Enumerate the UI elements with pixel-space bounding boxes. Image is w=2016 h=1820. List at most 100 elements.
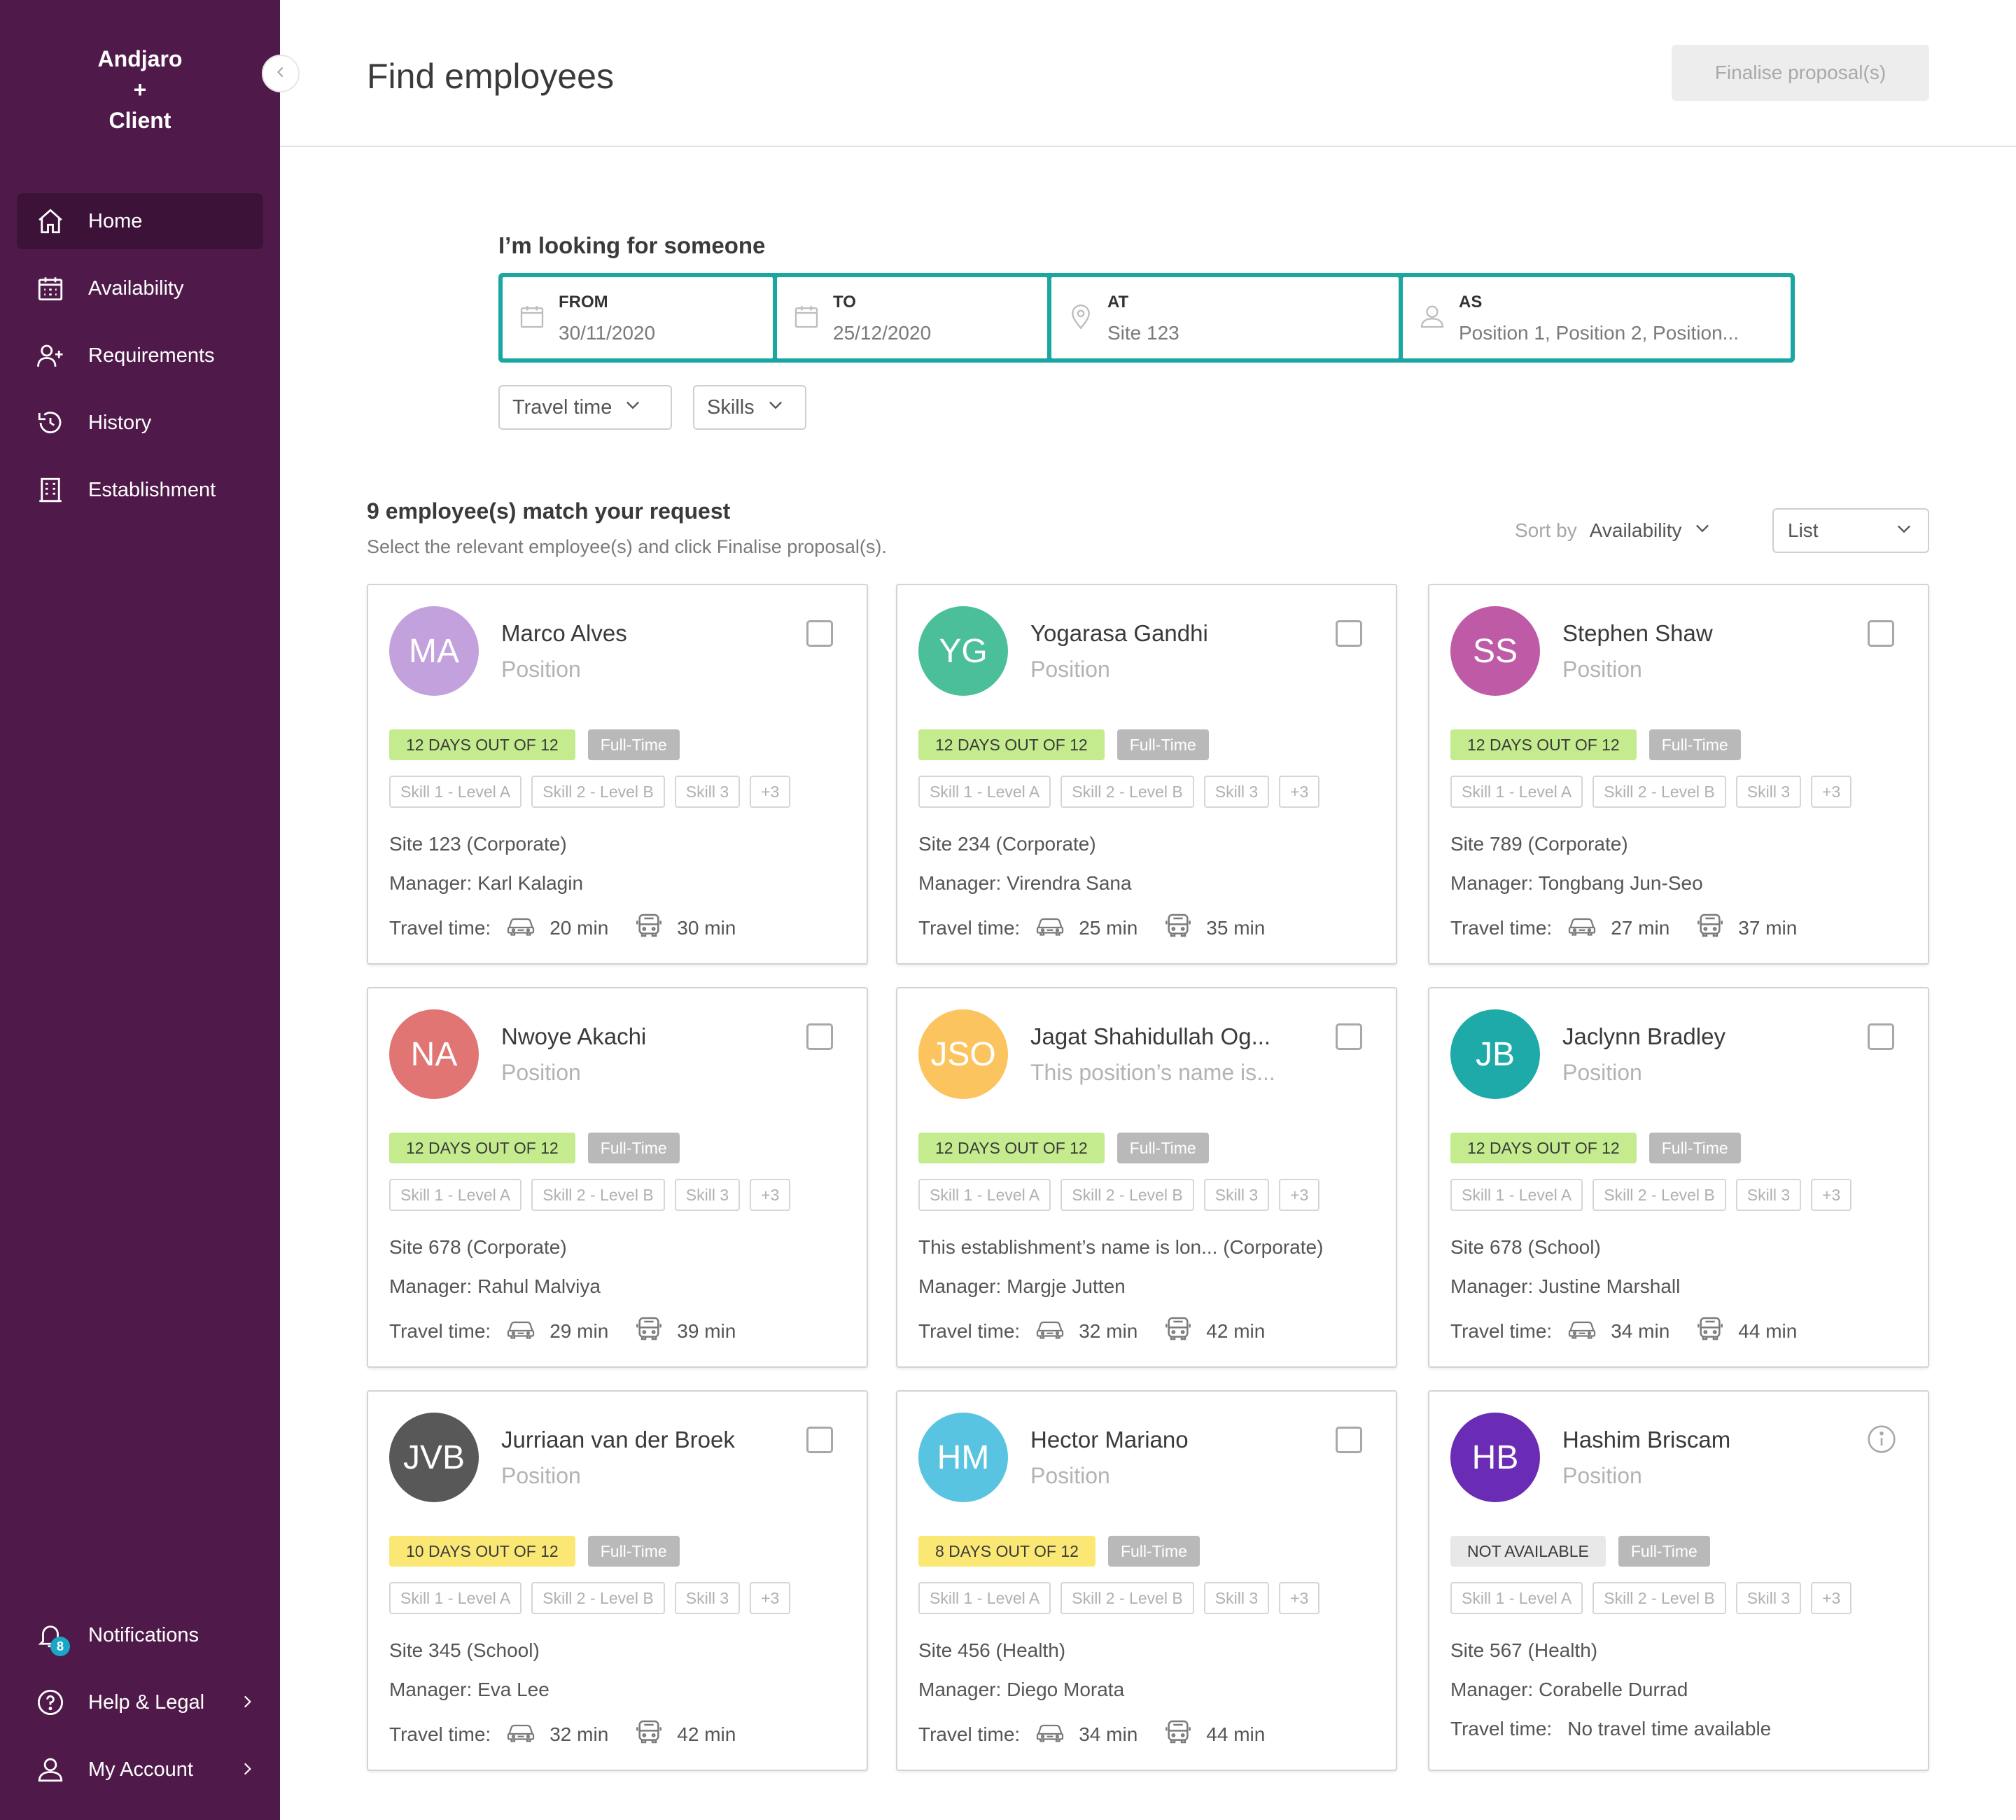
user-icon xyxy=(1418,302,1446,334)
car-travel-time: 32 min xyxy=(1079,1320,1138,1342)
availability-badge: 12 DAYS OUT OF 12 xyxy=(389,729,575,760)
skill-tag: +3 xyxy=(1279,776,1320,808)
employee-position: Position xyxy=(1562,657,1642,682)
car-icon xyxy=(1567,914,1597,941)
car-icon xyxy=(506,1317,536,1345)
sidebar-item-label: Home xyxy=(88,209,143,232)
chevron-down-icon xyxy=(1693,518,1712,542)
bus-icon xyxy=(635,1718,663,1751)
select-employee-checkbox[interactable] xyxy=(1336,1023,1362,1050)
sidebar-item-label: My Account xyxy=(88,1758,193,1781)
car-icon xyxy=(1035,914,1065,941)
employee-position: Position xyxy=(1562,1463,1642,1488)
avatar: NA xyxy=(389,1009,479,1099)
location-field[interactable]: AT Site 123 xyxy=(1051,277,1399,358)
from-label: FROM xyxy=(559,293,608,312)
status-tags: 12 DAYS OUT OF 12 Full-Time xyxy=(1450,1133,1741,1163)
employee-card[interactable]: NA Nwoye Akachi Position 12 DAYS OUT OF 12 F… xyxy=(367,987,868,1368)
skills-filter[interactable]: Skills xyxy=(693,385,806,430)
employee-position: Position xyxy=(1562,1060,1642,1085)
to-value: 25/12/2020 xyxy=(833,322,932,344)
view-mode-select[interactable]: List xyxy=(1772,508,1929,553)
sidebar-collapse-button[interactable] xyxy=(262,55,300,92)
select-employee-checkbox[interactable] xyxy=(1336,620,1362,647)
sidebar-item-notifications[interactable]: 8 Notifications xyxy=(17,1607,263,1663)
select-employee-checkbox[interactable] xyxy=(1868,620,1894,647)
filter-label: Skills xyxy=(707,396,755,419)
sidebar-item-my-account[interactable]: My Account xyxy=(17,1742,263,1798)
employee-manager: Manager: Corabelle Durrad xyxy=(1450,1679,1688,1700)
status-tags: 10 DAYS OUT OF 12 Full-Time xyxy=(389,1536,680,1567)
travel-time-row: Travel time: No travel time available xyxy=(1450,1718,1771,1740)
chevron-down-icon xyxy=(612,395,643,420)
employee-card[interactable]: YG Yogarasa Gandhi Position 12 DAYS OUT OF … xyxy=(896,584,1397,965)
employee-manager: Manager: Margje Jutten xyxy=(918,1275,1126,1297)
employee-card[interactable]: HM Hector Mariano Position 8 DAYS OUT OF 12… xyxy=(896,1390,1397,1771)
avatar: JB xyxy=(1450,1009,1540,1099)
employee-card[interactable]: SS Stephen Shaw Position 12 DAYS OUT OF 12 F… xyxy=(1428,584,1929,965)
contract-badge: Full-Time xyxy=(1648,729,1741,760)
car-travel-time: 20 min xyxy=(550,916,609,939)
employee-card[interactable]: MA Marco Alves Position 12 DAYS OUT OF 12 Fu… xyxy=(367,584,868,965)
skill-tag: Skill 1 - Level A xyxy=(389,776,522,808)
sidebar-item-label: Notifications xyxy=(88,1623,199,1646)
position-field[interactable]: AS Position 1, Position 2, Position... xyxy=(1403,277,1791,358)
select-employee-checkbox[interactable] xyxy=(806,620,833,647)
employee-card[interactable]: JVB Jurriaan van der Broek Position 10 DAYS… xyxy=(367,1390,868,1771)
travel-time-filter[interactable]: Travel time xyxy=(498,385,672,430)
select-employee-checkbox[interactable] xyxy=(806,1427,833,1453)
as-label: AS xyxy=(1459,293,1483,312)
bus-icon xyxy=(1696,911,1724,944)
select-employee-checkbox[interactable] xyxy=(1336,1427,1362,1453)
skill-tag: Skill 2 - Level B xyxy=(531,1179,665,1211)
employee-card[interactable]: HB Hashim Briscam Position NOT AVAILABLE Ful… xyxy=(1428,1390,1929,1771)
brand: Andjaro + Client xyxy=(0,43,280,136)
avatar: SS xyxy=(1450,606,1540,696)
sidebar-item-home[interactable]: Home xyxy=(17,193,263,249)
skill-tag: +3 xyxy=(1811,1582,1852,1614)
sidebar-item-establishment[interactable]: Establishment xyxy=(17,462,263,518)
skill-tag: Skill 3 xyxy=(1735,776,1802,808)
skill-tag: Skill 2 - Level B xyxy=(1060,1582,1194,1614)
employee-card[interactable]: JB Jaclynn Bradley Position 12 DAYS OUT OF … xyxy=(1428,987,1929,1368)
page-title: Find employees xyxy=(367,57,614,96)
contract-badge: Full-Time xyxy=(1618,1536,1710,1567)
travel-label: Travel time: xyxy=(918,1320,1021,1342)
skill-tag: Skill 1 - Level A xyxy=(389,1179,522,1211)
employee-position: Position xyxy=(501,1060,581,1085)
employee-card[interactable]: JSO Jagat Shahidullah Og... This position’… xyxy=(896,987,1397,1368)
sort-dropdown[interactable]: Sort by Availability xyxy=(1515,518,1712,542)
results-title: 9 employee(s) match your request xyxy=(367,498,731,524)
bus-icon xyxy=(635,911,663,944)
employee-manager: Manager: Virendra Sana xyxy=(918,872,1132,894)
building-icon xyxy=(35,475,66,505)
employee-name: Marco Alves xyxy=(501,620,627,646)
to-date-field[interactable]: TO 25/12/2020 xyxy=(777,277,1047,358)
contract-badge: Full-Time xyxy=(587,729,680,760)
employee-name: Jagat Shahidullah Og... xyxy=(1030,1023,1271,1049)
employee-site: Site 567 (Health) xyxy=(1450,1639,1598,1661)
skill-tag: +3 xyxy=(750,1179,791,1211)
finalise-proposals-button[interactable]: Finalise proposal(s) xyxy=(1672,45,1929,101)
brand-line3: Client xyxy=(108,108,172,133)
avatar: MA xyxy=(389,606,479,696)
from-date-field[interactable]: FROM 30/11/2020 xyxy=(503,277,773,358)
sidebar-item-requirements[interactable]: Requirements xyxy=(17,328,263,384)
sidebar-item-help-legal[interactable]: Help & Legal xyxy=(17,1674,263,1730)
view-value: List xyxy=(1788,519,1819,541)
select-employee-checkbox[interactable] xyxy=(1868,1023,1894,1050)
sidebar-item-history[interactable]: History xyxy=(17,395,263,451)
history-icon xyxy=(35,407,66,438)
availability-badge: 12 DAYS OUT OF 12 xyxy=(389,1133,575,1163)
select-employee-checkbox[interactable] xyxy=(806,1023,833,1050)
employee-name: Hector Mariano xyxy=(1030,1427,1189,1452)
car-travel-time: 27 min xyxy=(1611,916,1670,939)
skill-tag: Skill 1 - Level A xyxy=(1450,1179,1583,1211)
skill-tag: Skill 1 - Level A xyxy=(1450,1582,1583,1614)
sidebar-item-label: Requirements xyxy=(88,344,215,367)
info-icon[interactable] xyxy=(1866,1424,1897,1455)
sidebar: Andjaro + Client Home Availability Requi… xyxy=(0,0,280,1820)
sidebar-item-availability[interactable]: Availability xyxy=(17,260,263,316)
employee-manager: Manager: Diego Morata xyxy=(918,1679,1125,1700)
employee-position: Position xyxy=(1030,1463,1110,1488)
